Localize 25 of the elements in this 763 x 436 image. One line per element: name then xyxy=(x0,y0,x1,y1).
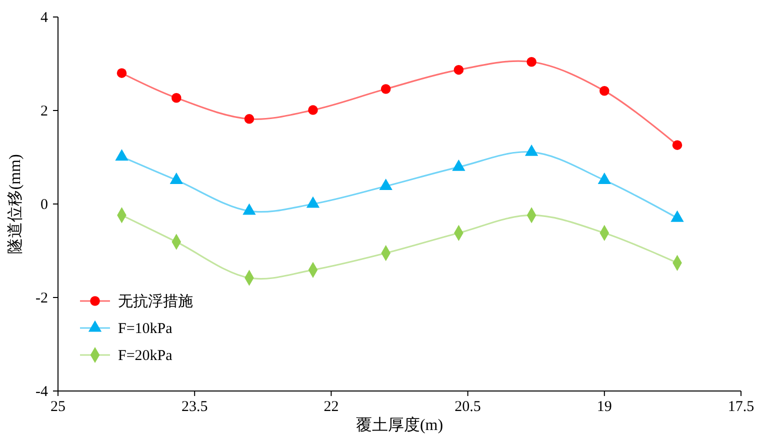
point xyxy=(308,105,318,115)
point xyxy=(244,114,254,124)
point xyxy=(526,57,536,67)
x-tick-label: 23.5 xyxy=(181,399,208,415)
point xyxy=(172,93,182,103)
x-tick-label: 22 xyxy=(324,399,339,415)
x-tick-label: 17.5 xyxy=(728,399,754,415)
y-tick-label: 4 xyxy=(40,10,48,26)
point xyxy=(672,140,682,150)
x-axis-title: 覆土厚度(m) xyxy=(356,416,444,434)
point xyxy=(116,68,127,78)
x-tick-label: 19 xyxy=(596,399,612,415)
legend-label: F=10kPa xyxy=(118,321,173,337)
y-tick-label: -4 xyxy=(36,384,48,400)
point xyxy=(600,86,610,96)
legend-label: 无抗浮措施 xyxy=(118,293,193,310)
legend-label: F=20kPa xyxy=(118,348,173,364)
point xyxy=(380,84,391,94)
point xyxy=(454,64,464,75)
x-tick-label: 20.5 xyxy=(454,399,481,415)
y-tick-label: 2 xyxy=(40,104,48,120)
y-axis-title: 隧道位移(mm) xyxy=(7,154,24,254)
x-tick-label: 25 xyxy=(50,399,66,415)
y-tick-label: 0 xyxy=(40,197,48,213)
y-tick-label: -2 xyxy=(36,290,48,306)
